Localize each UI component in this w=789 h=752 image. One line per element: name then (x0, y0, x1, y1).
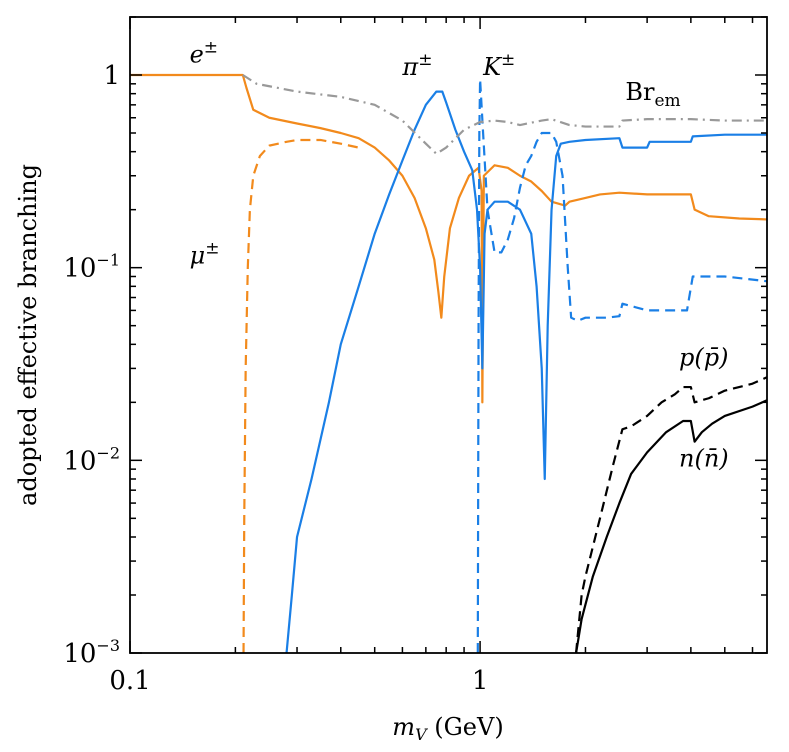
ticks-layer (129, 16, 767, 654)
y-axis-title: adopted effective branching (14, 164, 42, 506)
series-label-p: p(p̄) (679, 344, 728, 372)
x-tick-label: 0.1 (109, 666, 150, 696)
series-line-muon (242, 138, 359, 653)
x-axis-title: mV (GeV) (392, 713, 503, 744)
series-label-n: n(n̄) (679, 444, 729, 472)
x-tick-label: 1 (472, 666, 489, 696)
series-line-brem (242, 74, 767, 155)
y-tick-label: 10−3 (63, 636, 120, 669)
series-line-neutron (574, 399, 767, 653)
series-label-K: K± (482, 50, 515, 81)
series-layer (130, 73, 767, 653)
series-line-kaon (476, 78, 767, 653)
series-label-mu: μ± (190, 239, 220, 270)
series-line-proton (574, 376, 767, 653)
series-line-electron (130, 73, 767, 404)
y-tick-label: 10−1 (63, 251, 120, 284)
series-label-pi: π± (401, 50, 432, 81)
annotations-layer: e± μ± π± K± Brem p(p̄) n(n̄) (190, 38, 729, 473)
series-label-e: e± (190, 38, 218, 69)
tick-labels-layer: 0.1 1 10−3 10−2 10−1 1 (63, 61, 488, 696)
series-label-Brem: Brem (625, 78, 680, 111)
y-tick-label: 10−2 (63, 443, 120, 476)
series-line-pion (285, 90, 767, 653)
plot-frame (129, 16, 768, 654)
y-tick-label: 1 (103, 61, 120, 91)
